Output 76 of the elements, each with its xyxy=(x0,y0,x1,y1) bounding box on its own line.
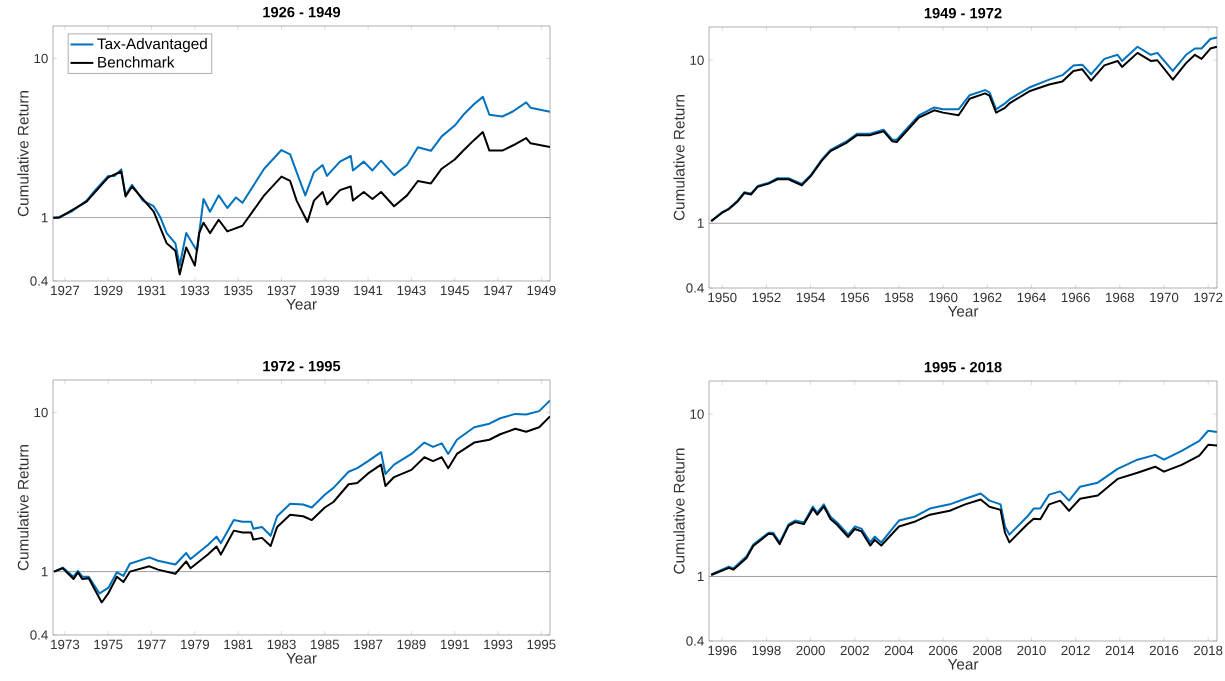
x-tick-label: 1977 xyxy=(137,639,166,650)
x-tick-label: 1972 xyxy=(1194,292,1223,303)
x-tick-label: 2008 xyxy=(973,645,1002,656)
x-tick-label: 1998 xyxy=(752,645,781,656)
y-axis-title: Cumulative Return xyxy=(17,445,29,571)
line-series xyxy=(53,131,550,276)
x-tick-label: 1985 xyxy=(310,639,340,650)
x-tick-label: 1949 xyxy=(527,285,556,296)
y-tick-label: 1 xyxy=(41,567,48,577)
y-tick-label: 0.4 xyxy=(30,276,48,286)
chart-title: 1949 - 1972 xyxy=(924,7,1002,19)
x-tick-label: 2004 xyxy=(884,645,914,656)
x-tick-label: 1960 xyxy=(929,292,958,303)
x-tick-label: 1993 xyxy=(484,639,513,650)
y-axis-title: Cumulative Return xyxy=(17,91,29,217)
y-axis-title: Cumulative Return xyxy=(673,95,685,221)
x-tick-label: 1947 xyxy=(484,285,513,296)
x-tick-label: 1991 xyxy=(440,639,469,650)
y-tick-label: 0.4 xyxy=(30,630,48,640)
y-axis-title: Cumulative Return xyxy=(673,448,685,574)
x-tick-label: 2002 xyxy=(840,645,869,656)
chart-title: 1926 - 1949 xyxy=(263,6,341,18)
x-tick-label: 1964 xyxy=(1017,292,1046,303)
y-tick-label: 10 xyxy=(690,55,704,65)
x-tick-label: 1981 xyxy=(224,639,253,650)
x-tick-label: 1933 xyxy=(181,285,210,296)
x-tick-label: 1996 xyxy=(708,645,737,656)
x-tick-label: 1941 xyxy=(354,285,383,296)
legend-label: Tax-Advantaged xyxy=(97,37,207,53)
x-tick-label: 1931 xyxy=(137,285,166,296)
x-tick-label: 1968 xyxy=(1106,292,1135,303)
y-tick-label: 10 xyxy=(34,407,48,418)
legend-label: Benchmark xyxy=(98,56,175,68)
x-tick-label: 1970 xyxy=(1150,292,1179,303)
x-tick-label: 2012 xyxy=(1061,645,1090,656)
x-tick-label: 2014 xyxy=(1105,645,1135,656)
x-tick-label: 1929 xyxy=(94,285,123,296)
x-tick-label: 1979 xyxy=(181,639,210,650)
x-tick-label: 2010 xyxy=(1017,645,1046,656)
x-axis-title: Year xyxy=(286,652,317,664)
x-tick-label: 1939 xyxy=(310,285,339,296)
y-tick-label: 1 xyxy=(41,213,48,223)
x-axis-title: Year xyxy=(286,298,317,310)
x-tick-label: 1954 xyxy=(796,292,826,303)
x-tick-label: 1958 xyxy=(885,292,914,303)
x-tick-label: 1987 xyxy=(354,639,383,650)
x-tick-label: 1935 xyxy=(224,285,253,296)
x-tick-label: 1989 xyxy=(397,639,426,650)
x-tick-label: 1950 xyxy=(708,292,737,303)
x-tick-label: 1943 xyxy=(397,285,426,296)
x-tick-label: 1937 xyxy=(267,285,296,296)
y-tick-label: 1 xyxy=(697,218,704,228)
x-tick-label: 1983 xyxy=(267,639,296,650)
y-tick-label: 1 xyxy=(697,571,704,581)
x-tick-label: 1952 xyxy=(752,292,781,303)
x-tick-label: 2006 xyxy=(928,645,958,656)
x-tick-label: 1927 xyxy=(51,285,80,296)
x-tick-label: 1945 xyxy=(440,285,469,296)
x-tick-label: 2018 xyxy=(1194,645,1223,656)
x-tick-label: 1973 xyxy=(51,639,80,650)
x-tick-label: 1962 xyxy=(973,292,1002,303)
x-axis-title: Year xyxy=(947,305,979,317)
x-tick-label: 2016 xyxy=(1149,645,1179,656)
x-tick-label: 1956 xyxy=(840,292,870,303)
x-tick-label: 1995 xyxy=(527,639,556,650)
line-series xyxy=(53,95,550,267)
chart-title: 1972 - 1995 xyxy=(263,360,341,372)
x-tick-label: 1975 xyxy=(94,639,123,650)
x-tick-label: 1966 xyxy=(1061,292,1090,303)
x-tick-label: 2000 xyxy=(796,645,825,656)
y-tick-label: 10 xyxy=(34,53,48,64)
x-axis-title: Year xyxy=(947,658,979,670)
chart-title: 1995 - 2018 xyxy=(924,361,1002,373)
y-tick-label: 10 xyxy=(690,409,704,419)
y-tick-label: 0.4 xyxy=(686,283,704,293)
y-tick-label: 0.4 xyxy=(686,636,704,646)
